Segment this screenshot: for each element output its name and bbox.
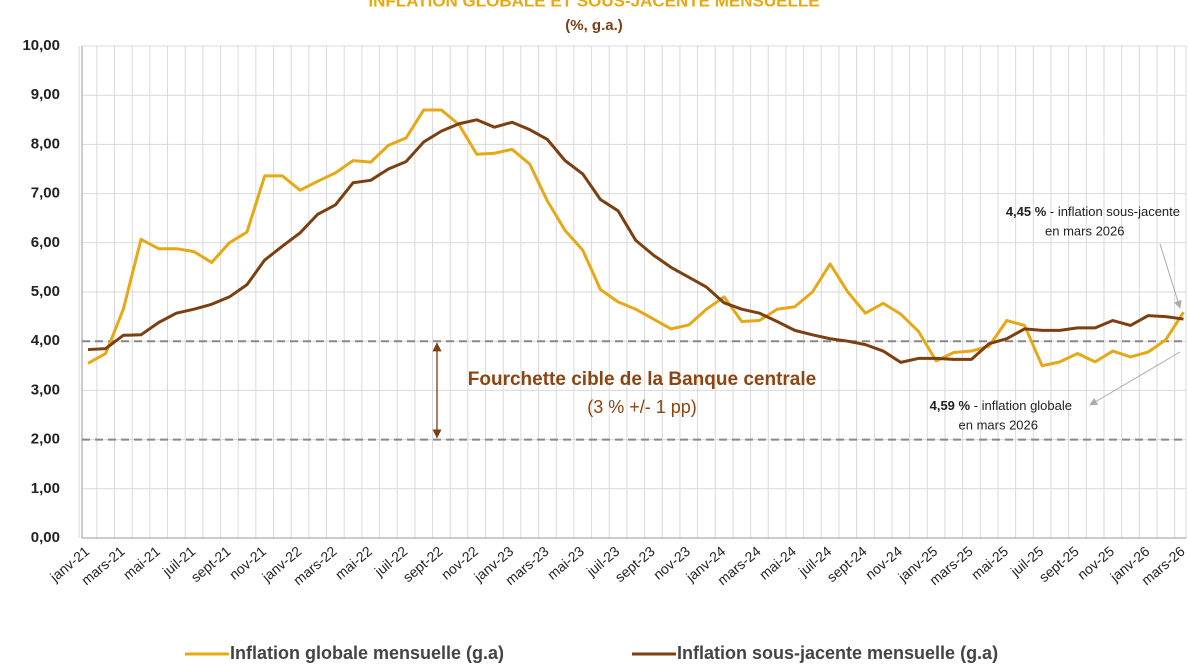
annotation-arrow [1089,351,1181,406]
y-tick-label: 8,00 [31,135,60,152]
x-tick-label: mai-24 [756,543,799,583]
series-line [87,118,1184,364]
annotation-line2: en mars 2026 [1045,223,1125,238]
annotation-arrow [1159,243,1182,309]
band-subtitle: (3 % +/- 1 pp) [587,397,697,417]
annotation-bold: 4,59 % [930,398,971,413]
annotation-text: - inflation sous-jacente [1046,204,1180,219]
y-tick-label: 1,00 [31,480,60,497]
y-tick-label: 7,00 [31,185,60,202]
legend-label: Inflation globale mensuelle (g.a) [230,643,504,663]
x-tick-label: mai-23 [544,543,587,583]
x-tick-label: sept-23 [612,543,658,585]
annotation-text: - inflation globale [970,398,1072,413]
annotation-bold: 4,45 % [1006,204,1047,219]
labels: 0,00 1,00 2,00 3,00 4,00 5,00 6,00 7,00 8,00 9,00… [22,37,1188,663]
grid [78,45,1187,539]
x-tick-label: sept-24 [824,543,870,585]
x-tick-label: mai-22 [332,543,375,583]
y-tick-label: 6,00 [31,234,60,251]
chart-subtitle: (%, g.a.) [565,17,623,34]
target-band: Fourchette cible de la Banque centrale (3… [82,340,1186,441]
annotation: 4,59 % - inflation globale [930,398,1072,413]
band-title: Fourchette cible de la Banque centrale [468,369,816,390]
y-tick-label: 5,00 [31,283,60,300]
x-tick-label: mai-25 [968,543,1011,583]
x-tick-label: sept-22 [400,543,446,585]
chart-title: INFLATION GLOBALE ET SOUS-JACENTE MENSUE… [368,0,819,10]
x-tick-label: mai-21 [120,543,163,583]
annotation-line2: en mars 2026 [959,417,1039,432]
annotation: 4,45 % - inflation sous-jacente [1006,204,1180,219]
x-tick-label: sept-25 [1036,543,1082,585]
y-tick-label: 3,00 [31,381,60,398]
y-tick-label: 9,00 [31,86,60,103]
legend-label: Inflation sous-jacente mensuelle (g.a) [677,643,998,663]
x-tick-label: sept-21 [188,543,234,585]
y-tick-label: 2,00 [31,431,60,448]
y-tick-label: 0,00 [31,529,60,546]
series-line [87,108,1185,368]
y-tick-label: 4,00 [31,332,60,349]
lines [87,108,1185,368]
y-tick-label: 10,00 [22,37,60,54]
